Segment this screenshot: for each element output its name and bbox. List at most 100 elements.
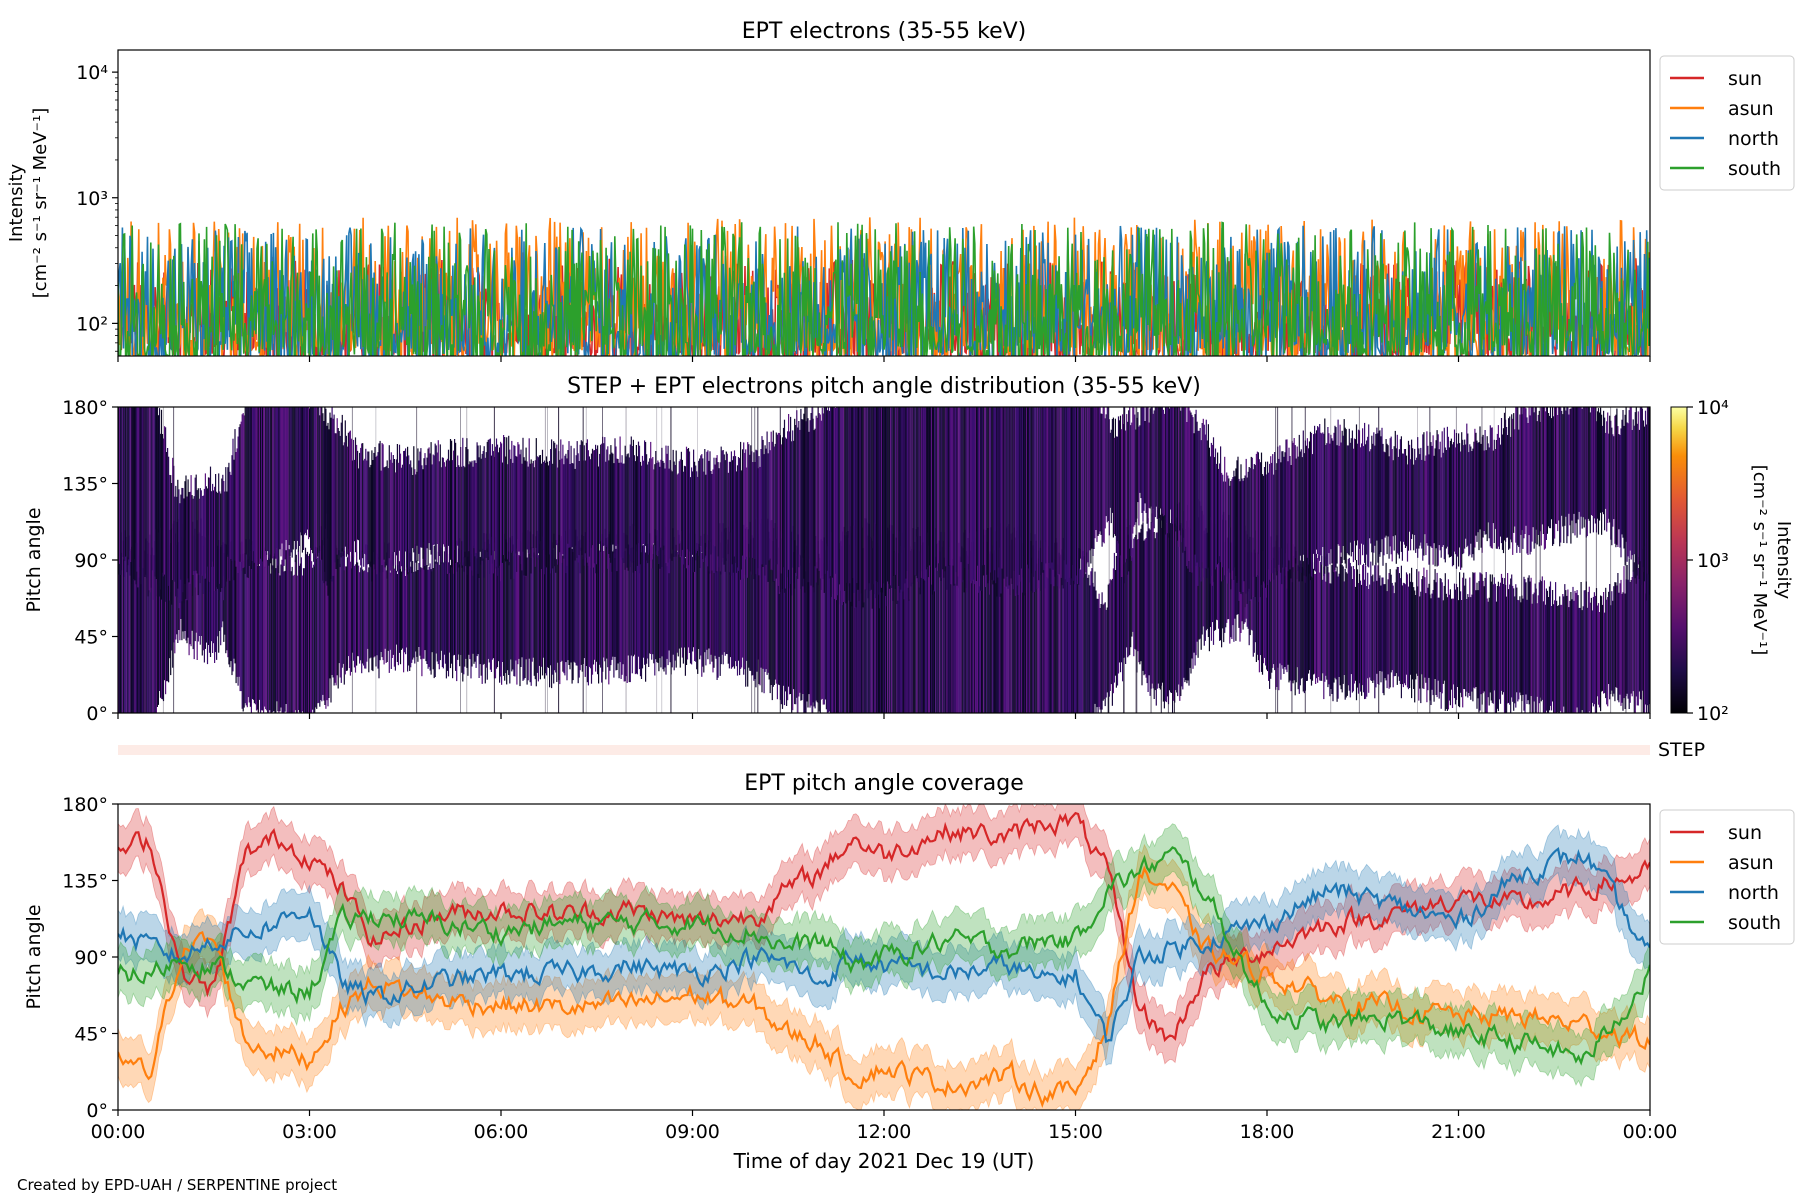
heatmap-cell bbox=[947, 545, 949, 713]
heatmap-cell bbox=[791, 441, 793, 596]
heatmap-cell bbox=[1050, 564, 1052, 713]
heatmap-cell bbox=[231, 541, 233, 676]
heatmap-cell bbox=[216, 491, 218, 588]
heatmap-cell bbox=[580, 547, 582, 665]
heatmap-cell bbox=[209, 466, 212, 592]
heatmap-cell bbox=[869, 536, 871, 713]
heatmap-cell bbox=[305, 554, 308, 713]
heatmap-cell bbox=[1167, 407, 1169, 713]
heatmap-cell bbox=[1265, 461, 1267, 588]
heatmap-cell bbox=[532, 460, 534, 549]
heatmap-cell bbox=[389, 459, 391, 571]
heatmap-cell bbox=[948, 541, 950, 713]
heatmap-cell bbox=[256, 407, 259, 565]
heatmap-cell bbox=[891, 407, 893, 588]
heatmap-cell bbox=[1209, 456, 1211, 584]
heatmap-cell bbox=[1405, 572, 1408, 675]
heatmap-cell bbox=[716, 455, 718, 572]
heatmap-cell bbox=[825, 550, 827, 710]
heatmap-cell bbox=[581, 441, 583, 556]
heatmap-cell bbox=[931, 541, 933, 713]
heatmap-cell bbox=[131, 407, 133, 584]
heatmap-cell bbox=[902, 407, 904, 592]
heatmap-cell bbox=[1464, 585, 1466, 690]
heatmap-cell bbox=[547, 533, 549, 668]
heatmap-cell bbox=[1087, 407, 1089, 563]
heatmap-cell bbox=[678, 461, 680, 544]
heatmap-cell bbox=[823, 407, 825, 593]
heatmap-cell bbox=[277, 558, 279, 712]
heatmap-cell bbox=[750, 539, 752, 671]
heatmap-cell bbox=[795, 425, 797, 573]
heatmap-cell bbox=[1351, 579, 1353, 693]
heatmap-cell bbox=[1300, 449, 1302, 573]
heatmap-cell bbox=[437, 440, 439, 561]
heatmap-cell bbox=[295, 407, 297, 550]
heatmap-cell bbox=[1286, 548, 1288, 673]
heatmap-cell bbox=[857, 407, 859, 590]
heatmap-cell bbox=[1402, 453, 1404, 542]
heatmap-cell bbox=[146, 407, 148, 579]
heatmap-cell bbox=[405, 448, 407, 552]
heatmap-cell bbox=[1173, 407, 1175, 538]
heatmap-cell bbox=[825, 407, 827, 571]
heatmap-cell bbox=[888, 407, 890, 584]
heatmap-cell bbox=[1131, 422, 1133, 561]
heatmap-cell bbox=[915, 407, 917, 576]
heatmap-cell bbox=[325, 528, 327, 709]
heatmap-cell bbox=[148, 542, 150, 713]
heatmap-cell bbox=[827, 407, 829, 584]
heatmap-cell bbox=[1171, 407, 1173, 520]
heatmap-cell bbox=[1193, 433, 1195, 559]
heatmap-cell bbox=[875, 524, 877, 713]
heatmap-cell bbox=[1279, 445, 1281, 568]
heatmap-cell bbox=[646, 454, 648, 561]
heatmap-cell bbox=[1522, 407, 1524, 549]
heatmap-cell bbox=[1433, 579, 1435, 702]
heatmap-cell bbox=[232, 438, 234, 578]
heatmap-cell bbox=[491, 536, 493, 660]
heatmap-cell bbox=[313, 407, 315, 562]
heatmap-cell bbox=[1645, 424, 1648, 601]
heatmap-cell bbox=[1072, 535, 1075, 713]
heatmap-cell bbox=[1622, 410, 1624, 538]
heatmap-cell bbox=[528, 552, 530, 659]
heatmap-cell bbox=[191, 495, 193, 596]
heatmap-cell bbox=[444, 466, 446, 562]
heatmap-cell bbox=[823, 537, 825, 705]
heatmap-cell bbox=[644, 440, 646, 567]
heatmap-cell bbox=[542, 536, 545, 658]
heatmap-cell bbox=[613, 463, 615, 554]
heatmap-cell bbox=[557, 543, 559, 663]
heatmap-cell bbox=[1585, 407, 1587, 713]
heatmap-cell bbox=[757, 407, 759, 713]
heatmap-cell bbox=[836, 550, 838, 713]
heatmap-cell bbox=[1095, 407, 1097, 530]
heatmap-cell bbox=[1248, 539, 1250, 646]
heatmap-cell bbox=[1301, 567, 1303, 678]
heatmap-cell bbox=[314, 553, 316, 713]
heatmap-cell bbox=[147, 407, 149, 597]
heatmap-cell bbox=[1395, 448, 1397, 564]
heatmap-cell bbox=[519, 554, 521, 687]
heatmap-cell bbox=[1332, 440, 1334, 573]
heatmap-cell bbox=[941, 546, 943, 713]
x-tick-label: 03:00 bbox=[282, 1121, 337, 1143]
heatmap-cell bbox=[1220, 525, 1222, 641]
heatmap-cell bbox=[777, 526, 779, 685]
heatmap-cell bbox=[1235, 545, 1237, 641]
heatmap-cell bbox=[367, 572, 369, 649]
heatmap-cell bbox=[1139, 425, 1141, 493]
heatmap-cell bbox=[673, 537, 675, 671]
heatmap-cell bbox=[632, 523, 634, 657]
heatmap-cell bbox=[1594, 595, 1596, 713]
heatmap-cell bbox=[1172, 407, 1174, 524]
heatmap-cell bbox=[1518, 429, 1520, 547]
heatmap-cell bbox=[743, 524, 745, 675]
heatmap-cell bbox=[667, 555, 669, 666]
heatmap-cell bbox=[1230, 542, 1232, 638]
heatmap-cell bbox=[680, 541, 682, 648]
heatmap-cell bbox=[1101, 592, 1103, 710]
heatmap-cell bbox=[1085, 407, 1087, 573]
heatmap-cell bbox=[555, 448, 557, 573]
